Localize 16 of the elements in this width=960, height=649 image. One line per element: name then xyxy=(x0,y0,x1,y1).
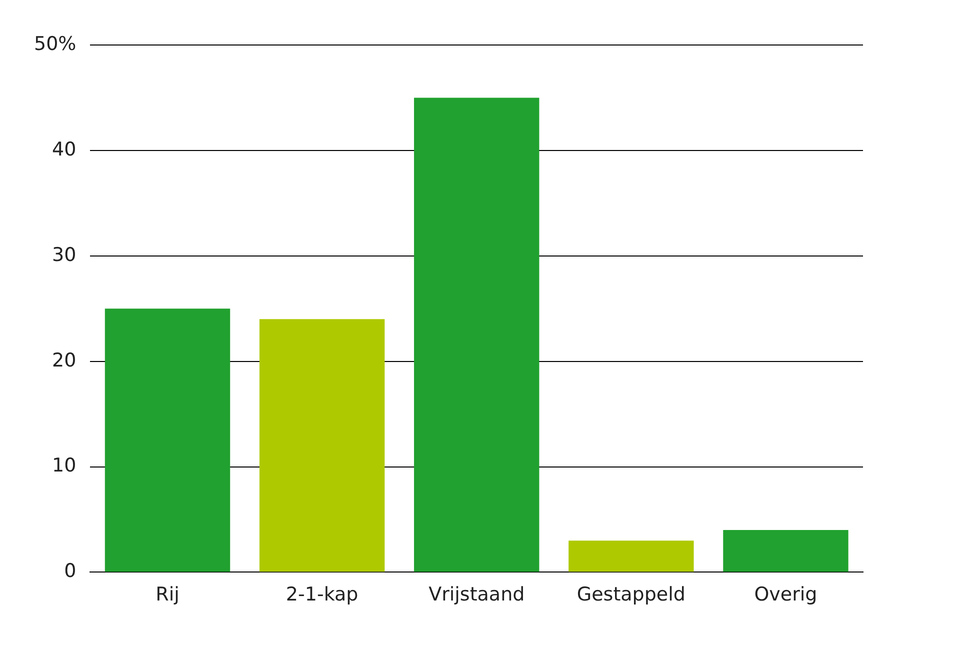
y-tick-label: 30 xyxy=(52,244,76,266)
y-tick-label: 50% xyxy=(34,32,76,55)
y-tick-label: 0 xyxy=(64,560,76,582)
x-tick-label: Rij xyxy=(156,584,180,606)
x-tick-label: Vrijstaand xyxy=(428,584,525,606)
y-tick-label: 20 xyxy=(52,349,76,372)
x-tick-label: 2-1-kap xyxy=(286,584,358,606)
bar xyxy=(568,540,694,572)
bar xyxy=(414,98,540,572)
x-tick-label: Overig xyxy=(754,584,818,606)
y-tick-label: 40 xyxy=(52,138,76,160)
x-tick-label: Gestappeld xyxy=(576,584,686,606)
bar xyxy=(723,530,848,572)
bar xyxy=(259,319,385,572)
y-tick-label: 10 xyxy=(52,454,76,477)
bar xyxy=(104,308,230,572)
